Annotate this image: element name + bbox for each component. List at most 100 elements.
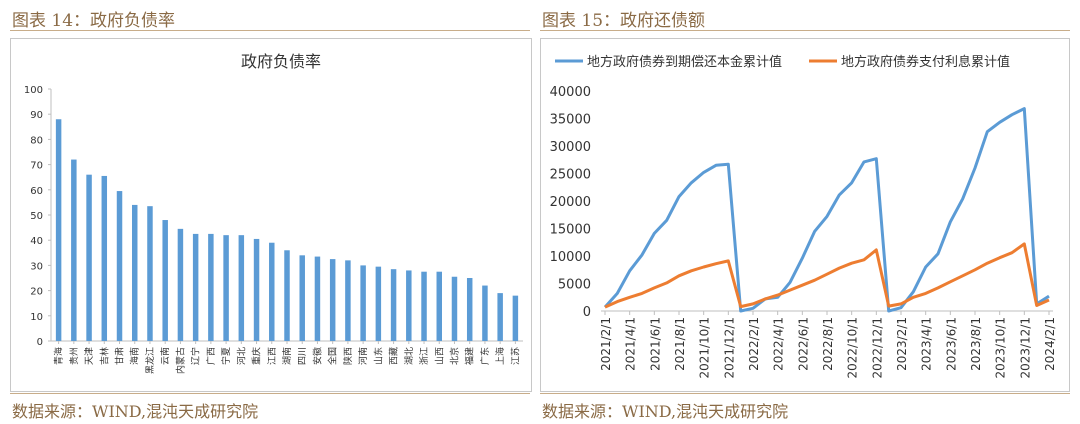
bar-y-tick-label: 90 — [30, 110, 43, 121]
bar-category-label: 上海 — [494, 347, 506, 365]
bar — [512, 295, 519, 341]
bar-category-label: 陕西 — [342, 347, 354, 365]
line-x-tick-label: 2021/6/1 — [648, 317, 662, 371]
bar-category-label: 宁夏 — [220, 347, 232, 365]
bar-category-label: 江西 — [267, 347, 278, 365]
right-source-rule — [540, 393, 1070, 394]
bar-y-tick-label: 70 — [30, 161, 43, 172]
bar-y-tick-label: 60 — [30, 186, 43, 197]
bar-category-label: 浙江 — [418, 347, 430, 365]
line-x-tick-label: 2022/12/1 — [870, 317, 884, 379]
bar-category-label: 辽宁 — [190, 347, 202, 365]
line-x-tick-label: 2021/8/1 — [673, 317, 687, 371]
line-y-tick-label: 15000 — [550, 223, 591, 238]
line-x-tick-label: 2023/12/1 — [1018, 317, 1032, 379]
left-chart-panel: 政府负债率 0 10 20 30 40 50 60 70 80 90 100 青海 贵州 天津 吉林 甘肃 海南… — [10, 38, 532, 392]
bar — [406, 270, 412, 341]
series-line-interest — [604, 242, 1050, 309]
bar — [147, 206, 153, 341]
bar-category-label: 山西 — [434, 347, 445, 365]
bar — [253, 238, 260, 341]
line-y-tick-label: 35000 — [550, 113, 591, 128]
bar — [55, 119, 62, 342]
bar-chart: 政府负债率 0 10 20 30 40 50 60 70 80 90 100 青海 贵州 天津 吉林 甘肃 海南… — [24, 52, 523, 374]
left-figure-title: 图表 14：政府负债率 — [12, 11, 176, 31]
legend-label: 地方政府债券支付利息累计值 — [841, 54, 1010, 70]
bar — [299, 255, 305, 341]
bar-y-tick-label: 30 — [30, 261, 43, 272]
right-figure-title: 图表 15：政府还债额 — [542, 11, 706, 31]
bar — [375, 266, 382, 341]
bar — [284, 250, 290, 341]
bar — [192, 233, 199, 341]
bar — [223, 235, 229, 341]
bar — [269, 242, 275, 341]
line-x-tick-label: 2021/10/1 — [698, 317, 712, 379]
bar-category-label: 江苏 — [509, 347, 521, 365]
right-chart-panel: 地方政府债券到期偿还本金累计值 地方政府债券支付利息累计值 0 5000 10000 15… — [540, 38, 1070, 392]
bar — [177, 228, 184, 341]
bar-category-label: 广西 — [205, 347, 217, 365]
line-y-tick-label: 25000 — [550, 168, 591, 183]
line-x-tick-label: 2021/2/1 — [599, 317, 613, 371]
bar — [208, 233, 214, 341]
bar-category-label: 青海 — [53, 347, 65, 365]
left-source: 数据来源：WIND,混沌天成研究院 — [12, 402, 259, 421]
bar-category-label: 福建 — [464, 347, 476, 365]
line-x-tick-label: 2021/4/1 — [624, 317, 638, 371]
bar — [482, 285, 488, 341]
bar — [421, 271, 427, 341]
bar-category-label: 湖南 — [281, 347, 293, 365]
line-x-tick-label: 2023/2/1 — [895, 317, 909, 371]
line-x-tick-label: 2023/8/1 — [969, 317, 983, 371]
bar — [314, 256, 321, 341]
bar-category-label: 河北 — [235, 347, 247, 365]
bar — [436, 271, 442, 341]
line-y-tick-label: 5000 — [558, 278, 591, 293]
bar-category-label: 北京 — [448, 347, 460, 365]
bar — [162, 220, 168, 341]
line-x-tick-label: 2022/8/1 — [821, 317, 835, 371]
line-x-tick-label: 2022/4/1 — [772, 317, 786, 371]
bar — [71, 159, 77, 341]
line-x-tick-label: 2021/12/1 — [722, 317, 736, 379]
bar-y-tick-label: 40 — [30, 236, 43, 247]
series-line-principal — [603, 107, 1050, 313]
right-title-rule — [540, 30, 1070, 31]
line-x-tick-label: 2023/6/1 — [944, 317, 958, 371]
bar-category-label: 广东 — [479, 347, 491, 365]
bar-category-label: 四川 — [298, 347, 308, 365]
bar-category-label: 西藏 — [388, 347, 400, 365]
bar-y-tick-label: 0 — [37, 337, 43, 348]
bar — [451, 276, 458, 341]
left-source-rule — [10, 393, 530, 394]
bar-y-tick-label: 10 — [30, 312, 43, 323]
right-source: 数据来源：WIND,混沌天成研究院 — [542, 402, 789, 421]
bar-category-label: 全国 — [327, 347, 339, 365]
line-x-tick-label: 2022/6/1 — [796, 317, 810, 371]
bar-category-label: 天津 — [84, 347, 95, 365]
bar — [345, 260, 351, 341]
bar-chart-title: 政府负债率 — [241, 52, 321, 71]
bar-category-label: 内蒙古 — [174, 347, 186, 374]
bar-category-label: 贵州 — [68, 347, 80, 365]
bar — [238, 235, 245, 341]
line-chart: 地方政府债券到期偿还本金累计值 地方政府债券支付利息累计值 0 5000 10000 15… — [550, 54, 1057, 379]
line-x-tick-label: 2022/10/1 — [846, 317, 860, 379]
bar — [132, 204, 138, 341]
bar — [466, 278, 473, 341]
line-y-tick-label: 40000 — [550, 85, 591, 100]
bar-category-label: 甘肃 — [114, 347, 126, 365]
bar-category-label: 湖北 — [404, 347, 415, 365]
bar-y-tick-label: 80 — [30, 135, 43, 146]
line-x-tick-label: 2023/4/1 — [920, 317, 934, 371]
bar — [360, 265, 366, 341]
line-x-tick-label: 2023/10/1 — [994, 317, 1008, 379]
bar — [101, 175, 108, 341]
left-title-rule — [10, 30, 530, 31]
bar-y-tick-label: 100 — [24, 85, 43, 96]
bar-category-label: 重庆 — [251, 347, 263, 365]
line-x-tick-label: 2022/2/1 — [747, 317, 761, 371]
line-y-tick-label: 20000 — [550, 195, 591, 210]
bar-category-label: 云南 — [159, 347, 171, 365]
